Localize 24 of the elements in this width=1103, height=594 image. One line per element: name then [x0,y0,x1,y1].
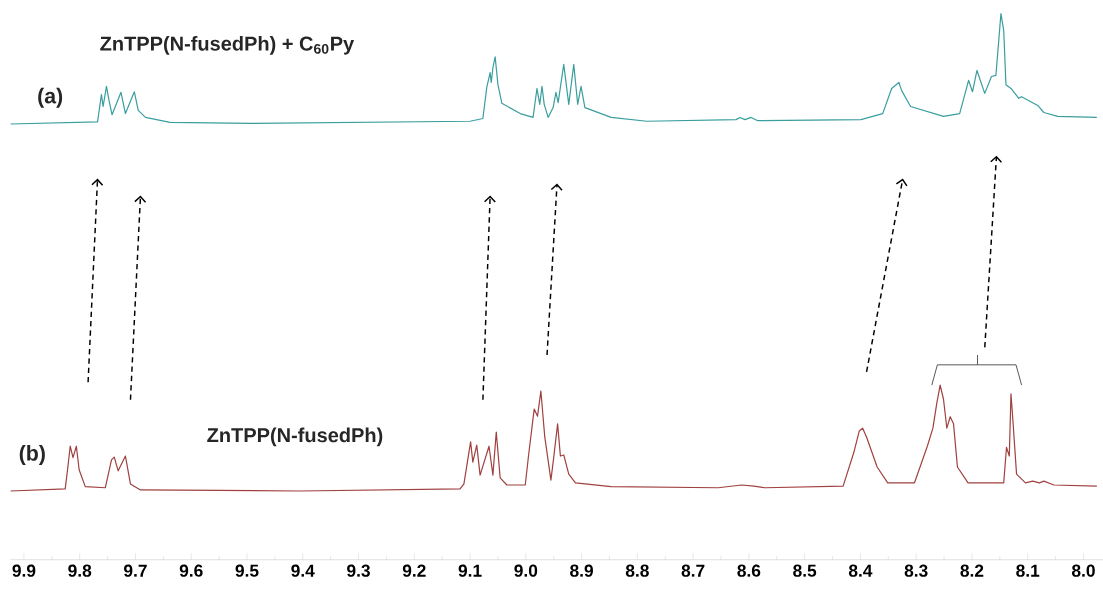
x-tick-label: 8.0 [1071,564,1095,577]
x-tick-label: 8.6 [737,564,761,577]
x-tick-label: 8.8 [625,564,649,577]
x-tick-label: 8.1 [1016,564,1040,577]
x-tick-label: 9.0 [514,564,538,577]
x-tick-label: 9.5 [235,564,259,577]
x-tick-label: 8.7 [681,564,705,577]
annotation: ZnTPP(N-fusedPh) [207,427,383,447]
x-tick-label: 9.6 [179,564,203,577]
series-label: (a) [38,87,63,108]
x-tick-label: 8.3 [904,564,928,577]
x-tick-label: 9.3 [347,564,370,577]
x-tick-label: 8.2 [960,564,984,577]
x-tick-label: 9.4 [291,564,315,577]
x-tick-label: 9.7 [124,564,147,577]
x-tick-label: 8.5 [793,564,817,577]
x-tick-label: 9.2 [402,564,426,577]
x-tick-label: 8.9 [570,564,593,577]
x-tick-label: 9.9 [12,564,36,577]
series-label: (b) [19,445,45,465]
x-tick-label: 9.8 [68,564,92,577]
annotation: ZnTPP(N-fusedPh) + C$_{60}$Py [100,36,355,55]
x-tick-label: 9.1 [458,564,482,577]
x-tick-label: 8.4 [848,564,873,577]
